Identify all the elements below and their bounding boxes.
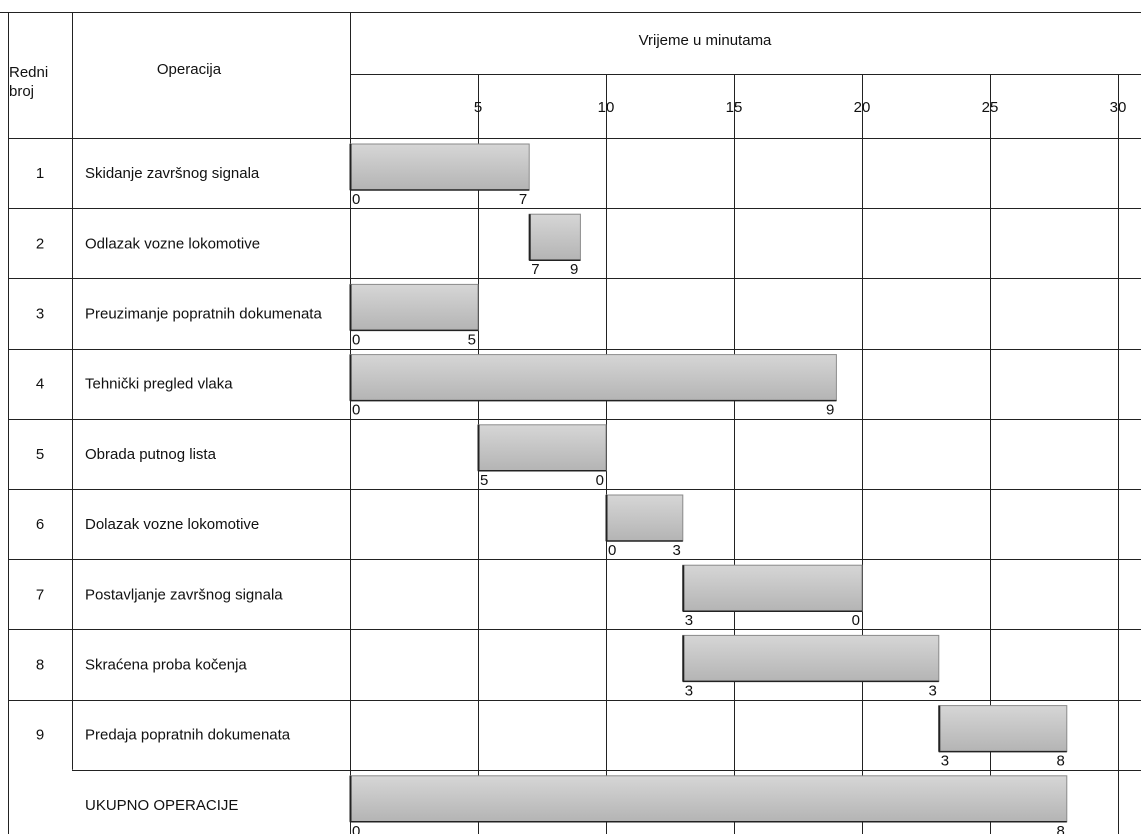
task-bar bbox=[477, 424, 607, 472]
bars bbox=[349, 143, 1068, 823]
task-bar bbox=[349, 283, 479, 331]
bar-start-label: 0 bbox=[352, 823, 360, 834]
task-name: Odlazak vozne lokomotive bbox=[85, 235, 260, 252]
task-bar bbox=[605, 494, 684, 542]
bar-start-label: 3 bbox=[941, 753, 949, 770]
tick-label: 20 bbox=[854, 99, 871, 116]
row-number: 2 bbox=[36, 235, 44, 252]
task-bar bbox=[528, 213, 581, 261]
bar-end-label: 5 bbox=[468, 331, 476, 348]
task-name: Predaja popratnih dokumenata bbox=[85, 727, 291, 744]
task-name: UKUPNO OPERACIJE bbox=[85, 797, 238, 814]
bar-end-label: 9 bbox=[826, 402, 834, 419]
task-name: Skraćena proba kočenja bbox=[85, 657, 247, 674]
row-number: 5 bbox=[36, 446, 44, 463]
bar-start-label: 0 bbox=[608, 542, 616, 559]
row-number: 1 bbox=[36, 165, 44, 182]
tick-label: 25 bbox=[982, 99, 999, 116]
bar-start-label: 0 bbox=[352, 331, 360, 348]
bar-start-label: 3 bbox=[685, 682, 693, 699]
task-bar bbox=[938, 705, 1068, 753]
bar-end-label: 7 bbox=[519, 191, 527, 208]
task-bar bbox=[349, 354, 837, 402]
bar-end-label: 9 bbox=[570, 261, 578, 278]
row-number: 9 bbox=[36, 727, 44, 744]
bar-start-label: 0 bbox=[352, 402, 360, 419]
task-bar bbox=[349, 775, 1068, 823]
task-bar bbox=[349, 143, 530, 191]
task-bar bbox=[682, 634, 940, 682]
bar-end-label: 3 bbox=[928, 682, 936, 699]
bar-start-label: 3 bbox=[685, 612, 693, 629]
row-number: 3 bbox=[36, 306, 44, 323]
row-number: 4 bbox=[36, 376, 44, 393]
task-rows: 1 Skidanje završnog signala 0 7 2 Odlazak voz… bbox=[36, 165, 1065, 834]
header-col-operation: Operacija bbox=[157, 61, 222, 78]
task-name: Tehnički pregled vlaka bbox=[85, 376, 233, 393]
task-name: Postavljanje završnog signala bbox=[85, 586, 283, 603]
bar-end-label: 0 bbox=[596, 472, 604, 489]
row-number: 7 bbox=[36, 586, 44, 603]
bar-end-label: 0 bbox=[852, 612, 860, 629]
tick-label: 5 bbox=[474, 99, 482, 116]
tick-label: 15 bbox=[726, 99, 743, 116]
bar-start-label: 0 bbox=[352, 191, 360, 208]
bar-end-label: 8 bbox=[1056, 823, 1064, 834]
axis-tick-labels: 5 10 15 20 25 30 bbox=[474, 99, 1127, 116]
bar-end-label: 3 bbox=[672, 542, 680, 559]
task-name: Skidanje završnog signala bbox=[85, 165, 260, 182]
task-name: Dolazak vozne lokomotive bbox=[85, 516, 259, 533]
header-col-time: Vrijeme u minutama bbox=[639, 32, 772, 49]
bar-start-label: 5 bbox=[480, 472, 488, 489]
header-col-number-line2: broj bbox=[9, 83, 34, 100]
tick-label: 30 bbox=[1110, 99, 1127, 116]
task-name: Preuzimanje popratnih dokumenata bbox=[85, 306, 322, 323]
header-col-number-line1: Redni bbox=[9, 64, 48, 81]
row-number: 6 bbox=[36, 516, 44, 533]
bar-start-label: 7 bbox=[531, 261, 539, 278]
row-number: 8 bbox=[36, 657, 44, 674]
tick-label: 10 bbox=[598, 99, 615, 116]
task-name: Obrada putnog lista bbox=[85, 446, 217, 463]
task-bar bbox=[682, 564, 863, 612]
bar-end-label: 8 bbox=[1056, 753, 1064, 770]
